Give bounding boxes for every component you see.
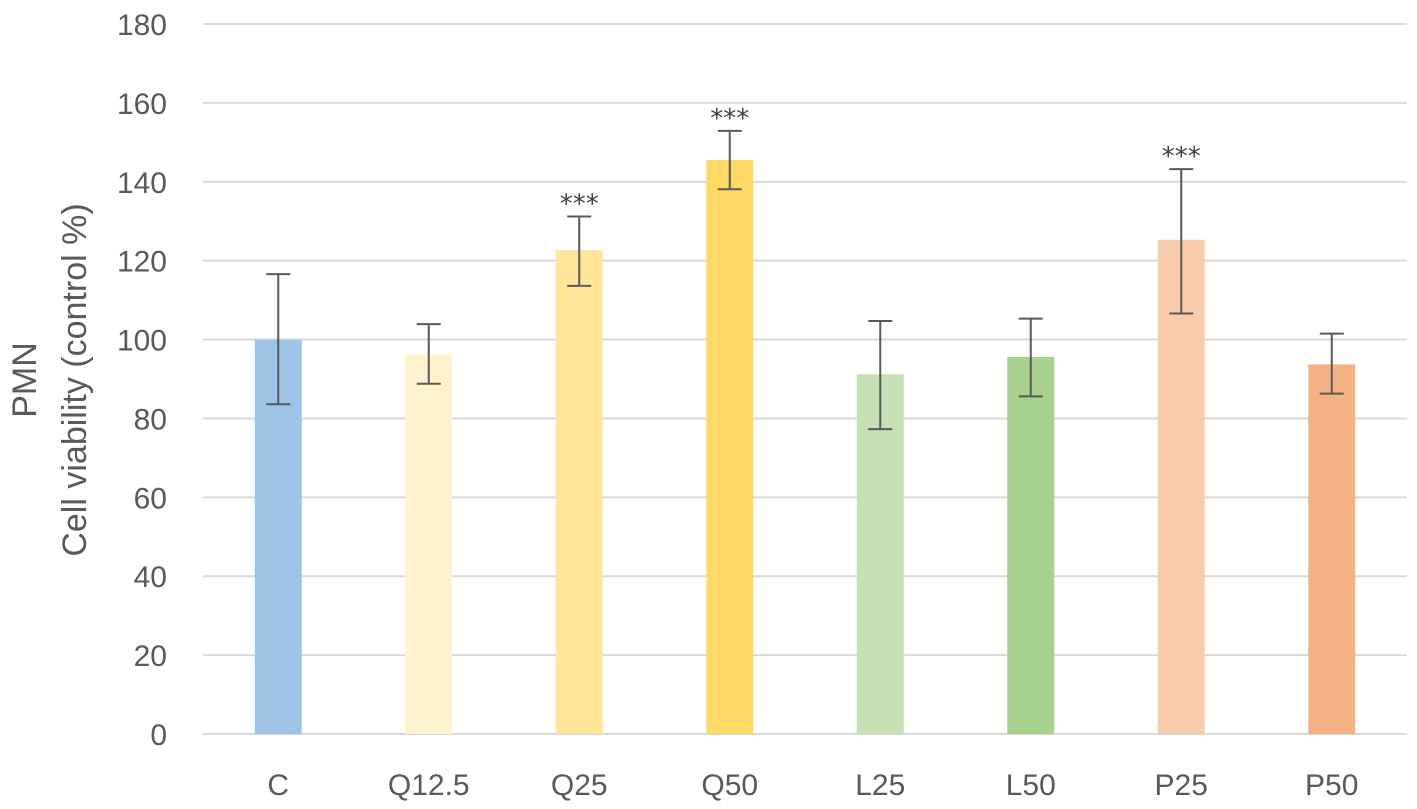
y-tick-label: 80 (134, 403, 167, 436)
y-tick-label: 180 (117, 9, 167, 42)
significance-markers: *** *** *** (560, 104, 1201, 220)
y-tick-label: 100 (117, 325, 167, 358)
x-axis-ticks: C Q12.5 Q25 Q50 L25 L50 P25 P50 (267, 769, 1358, 802)
significance-marker: *** (710, 104, 749, 134)
y-tick-label: 60 (134, 482, 167, 515)
error-bar (567, 215, 592, 287)
error-bar (868, 320, 893, 431)
bar (1308, 364, 1356, 734)
y-tick-label: 40 (134, 561, 167, 594)
error-bar (1319, 332, 1344, 395)
significance-marker: *** (1162, 142, 1201, 172)
error-bar (416, 323, 441, 385)
bars (254, 160, 1356, 735)
error-bar (1018, 317, 1043, 398)
x-tick-label: L25 (855, 769, 905, 802)
y-tick-label: 160 (117, 88, 167, 121)
x-tick-label: P25 (1155, 769, 1208, 802)
y-axis-title: PMN Cell viability (control %) (6, 203, 94, 556)
y-tick-label: 20 (134, 640, 167, 673)
x-tick-label: Q50 (701, 769, 758, 802)
error-bars (266, 129, 1344, 431)
y-axis-label-line-2: Cell viability (control %) (56, 203, 94, 556)
bar (706, 160, 754, 735)
bar (254, 339, 302, 734)
bar (555, 250, 603, 734)
x-tick-label: P50 (1305, 769, 1358, 802)
y-tick-label: 120 (117, 246, 167, 279)
significance-marker: *** (560, 189, 599, 219)
bar (1157, 239, 1205, 734)
gridlines (203, 23, 1407, 735)
y-tick-label: 140 (117, 167, 167, 200)
x-tick-label: L50 (1006, 769, 1056, 802)
error-bar (717, 129, 742, 191)
error-bar (1169, 168, 1194, 315)
x-tick-label: Q25 (551, 769, 608, 802)
y-axis-label-line-1: PMN (6, 342, 44, 418)
bar (405, 354, 453, 734)
y-tick-label: 0 (150, 719, 167, 752)
bar (1007, 356, 1055, 734)
bar (856, 374, 904, 734)
x-tick-label: C (267, 769, 289, 802)
x-tick-label: Q12.5 (388, 769, 470, 802)
error-bar (266, 273, 291, 406)
y-axis-ticks: 0 20 40 60 80 100 120 140 160 180 (117, 9, 167, 752)
